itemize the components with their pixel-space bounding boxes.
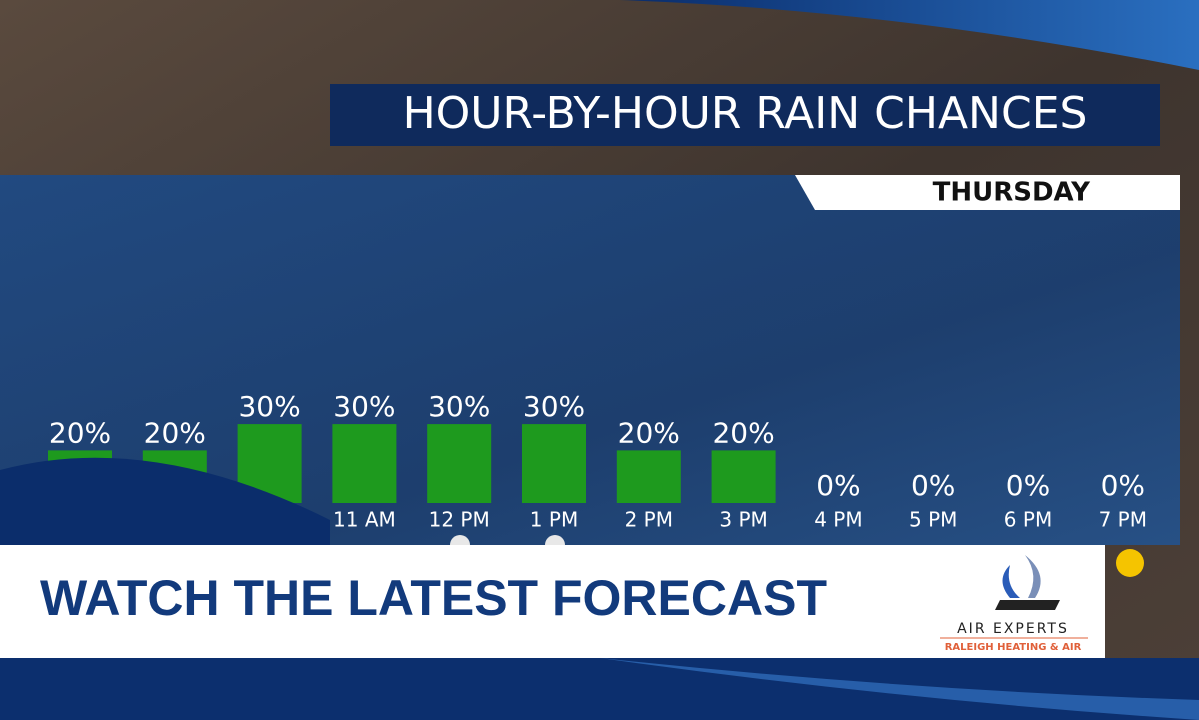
chart-subtitle: THURSDAY <box>933 178 1092 208</box>
bar <box>616 450 681 503</box>
top-swoosh <box>620 0 1199 70</box>
chart-title: HOUR-BY-HOUR RAIN CHANCES <box>403 88 1088 139</box>
value-label: 0% <box>911 469 955 502</box>
logo-flame <box>1002 565 1020 598</box>
value-label: 0% <box>1101 469 1145 502</box>
value-label: 30% <box>428 390 490 423</box>
x-tick-label: 3 PM <box>719 508 767 532</box>
sun-icon <box>1116 549 1144 577</box>
x-tick-label: 2 PM <box>625 508 673 532</box>
x-tick-label: 12 PM <box>429 508 490 532</box>
x-tick-label: 1 PM <box>530 508 578 532</box>
title-box <box>330 84 1160 146</box>
bottom-bar <box>0 658 1199 720</box>
x-tick-label: 5 PM <box>909 508 957 532</box>
value-label: 30% <box>523 390 585 423</box>
bar <box>427 424 492 503</box>
value-label: 20% <box>49 416 111 449</box>
logo-grill <box>995 600 1060 610</box>
bottom-swoosh <box>600 658 1199 720</box>
x-tick-label: 4 PM <box>814 508 862 532</box>
sponsor-name: AIR EXPERTS <box>957 621 1069 637</box>
x-tick-label: 6 PM <box>1004 508 1052 532</box>
value-label: 30% <box>333 390 395 423</box>
day-tab <box>795 175 1180 210</box>
value-label: 20% <box>618 416 680 449</box>
banner <box>0 545 1105 658</box>
x-tick-label: 11 AM <box>333 508 396 532</box>
value-label: 20% <box>144 416 206 449</box>
bar <box>332 424 397 503</box>
banner-text[interactable]: WATCH THE LATEST FORECAST <box>40 570 827 626</box>
bar <box>711 450 776 503</box>
value-label: 0% <box>1006 469 1050 502</box>
value-label: 20% <box>712 416 774 449</box>
corner-swoosh <box>0 457 330 545</box>
value-label: 0% <box>816 469 860 502</box>
sponsor-tagline: RALEIGH HEATING & AIR <box>945 642 1082 653</box>
bar <box>522 424 586 503</box>
logo-flame <box>1025 555 1041 598</box>
x-tick-label: 7 PM <box>1099 508 1147 532</box>
value-label: 30% <box>238 390 300 423</box>
